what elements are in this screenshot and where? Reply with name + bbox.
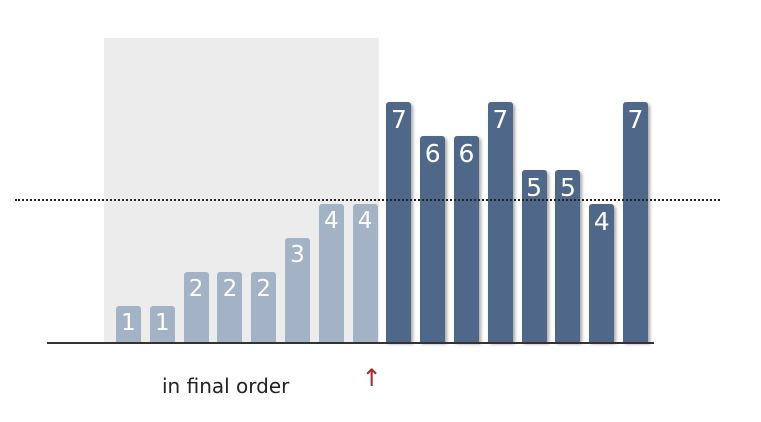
bar-value-label: 4 [357,208,373,234]
bar-value-label: 3 [290,242,305,268]
partition-pointer-arrow-icon: ↑ [361,364,382,392]
bar-3: 2 [183,272,209,342]
bar-14: 5 [555,170,581,342]
baseline [47,342,654,344]
bar-9: 7 [386,102,412,342]
bar-13: 5 [521,170,547,342]
bar-value-label: 2 [256,276,271,302]
bar-value-label: 7 [627,105,644,134]
bar-value-label: 7 [492,105,509,134]
bar-value-label: 1 [121,310,136,336]
bar-value-label: 6 [458,139,475,168]
bar-value-label: 7 [390,105,407,134]
bar-8: 4 [352,204,378,342]
bar-2: 1 [149,306,175,342]
bar-value-label: 5 [559,173,576,202]
bar-1: 1 [116,306,141,342]
bar-11: 6 [454,136,479,342]
bar-5: 2 [251,272,277,342]
bar-value-label: 6 [424,139,441,168]
bar-value-label: 2 [222,276,238,302]
bar-6: 3 [285,238,310,342]
bar-value-label: 4 [323,208,339,234]
bar-value-label: 2 [188,276,204,302]
bar-4: 2 [217,272,243,342]
bar-15: 4 [589,204,615,342]
sorted-region-caption: in final order [162,374,290,398]
bar-value-label: 5 [526,173,543,202]
bar-7: 4 [318,204,344,342]
threshold-dotted-line [15,199,720,201]
bar-value-label: 1 [154,310,170,336]
bar-value-label: 4 [593,207,610,236]
bar-16: 7 [623,102,648,342]
bar-12: 7 [487,102,513,342]
bar-10: 6 [420,136,446,342]
